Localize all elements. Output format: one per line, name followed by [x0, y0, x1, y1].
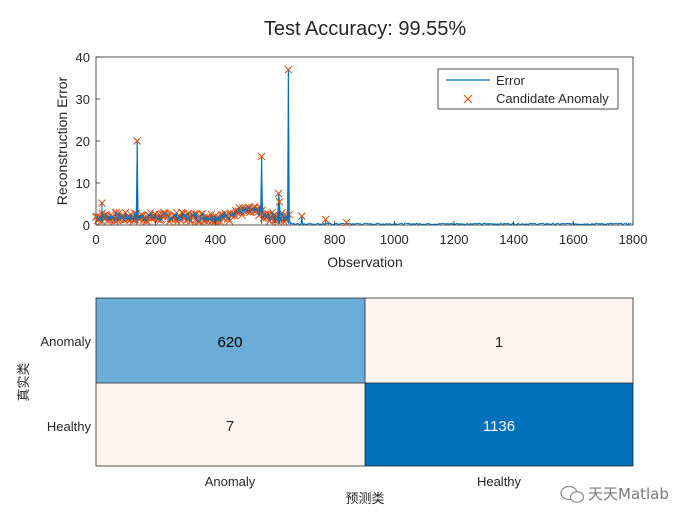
x-axis-label: Observation	[327, 254, 402, 270]
chart-title: Test Accuracy: 99.55%	[264, 18, 467, 40]
x-tick-label: 0	[92, 232, 99, 247]
wechat-icon	[560, 485, 585, 503]
y-tick-label: 40	[76, 50, 90, 65]
candidate-anomaly-markers	[98, 65, 351, 227]
error-series	[95, 69, 632, 226]
candidate-anomaly-marker	[284, 65, 293, 74]
x-tick-label: 400	[204, 232, 226, 247]
candidate-anomaly-marker	[257, 152, 266, 161]
x-tick-label: 1400	[499, 232, 528, 247]
legend-box	[437, 68, 619, 110]
x-tick-label: 1200	[440, 232, 469, 247]
candidate-anomaly-marker	[321, 215, 330, 224]
cm-col-label-anomaly: Anomaly	[205, 474, 256, 489]
cm-value-1-1: 1136	[483, 418, 515, 435]
y-tick-label: 10	[76, 176, 90, 191]
y-tick-label: 30	[76, 92, 90, 107]
x-tick-label: 800	[324, 232, 346, 247]
candidate-anomaly-marker	[274, 189, 283, 198]
candidate-anomaly-marker	[275, 198, 284, 206]
error-line	[95, 69, 632, 226]
x-tick-label: 200	[145, 232, 167, 247]
candidate-anomaly-marker	[98, 199, 106, 208]
cm-value-0-0: 620	[217, 334, 242, 351]
candidate-anomaly-marker	[342, 218, 351, 227]
legend-anomaly-label: Candidate Anomaly	[496, 91, 609, 106]
x-tick-label: 600	[264, 232, 286, 247]
cm-value-1-0: 7	[226, 418, 234, 435]
x-tick-label: 1600	[559, 232, 588, 247]
cm-cell-0-1	[365, 298, 633, 383]
cm-cell-1-0	[96, 383, 365, 466]
x-tick-label: 1000	[380, 232, 409, 247]
legend-error-label: Error	[496, 73, 526, 88]
legend: Error Candidate Anomaly	[437, 68, 619, 110]
cm-y-axis-label: 真实类	[17, 362, 32, 401]
cm-row-label-healthy: Healthy	[47, 419, 92, 434]
watermark-text: 天天Matlab	[588, 485, 669, 503]
candidate-anomaly-marker	[133, 137, 142, 145]
cm-x-axis-label: 预测类	[345, 492, 384, 507]
cm-cell-0-0	[96, 298, 365, 383]
y-tick-label: 0	[83, 218, 90, 233]
y-axis-ticks: 0 10 20 30 40	[76, 50, 100, 233]
cm-col-label-healthy: Healthy	[477, 474, 522, 489]
y-tick-label: 20	[76, 134, 90, 149]
cm-row-label-anomaly: Anomaly	[40, 334, 91, 349]
x-tick-label: 1800	[619, 232, 648, 247]
cm-value-0-1: 1	[495, 334, 503, 351]
candidate-anomaly-marker	[297, 212, 306, 221]
legend-anomaly-swatch	[463, 94, 473, 104]
y-axis-label: Reconstruction Error	[54, 76, 70, 205]
watermark: 天天Matlab	[560, 485, 669, 503]
confusion-matrix: 620 1 7 1136 Anomaly Healthy Anomaly Hea…	[17, 297, 634, 507]
cm-cell-1-1	[365, 383, 633, 466]
x-axis-ticks: 0 200 400 600 800 1000 1200 1400 1600 1800	[92, 221, 647, 247]
